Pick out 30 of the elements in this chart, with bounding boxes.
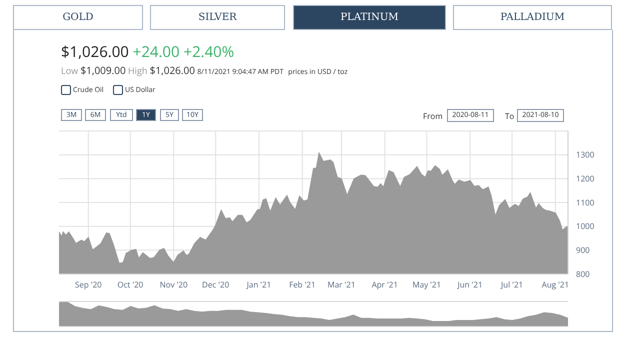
x-tick-label: Nov '20 xyxy=(160,280,188,291)
x-tick-label: Jan '21 xyxy=(246,280,272,291)
x-tick-label: Mar '21 xyxy=(328,280,356,291)
x-tick-label: Dec '20 xyxy=(202,280,230,291)
text: From xyxy=(423,111,443,122)
y-tick-label: 900 xyxy=(576,245,590,256)
text: PALLADIUM xyxy=(453,5,612,30)
text: GOLD xyxy=(13,5,143,30)
y-tick-label: 1000 xyxy=(576,221,595,232)
x-tick-label: Apr '21 xyxy=(372,280,398,291)
text: $1,009.00 xyxy=(80,63,126,77)
text: +24.00 +2.40% xyxy=(132,42,234,62)
x-tick-label: Jul '21 xyxy=(500,280,524,291)
text: SILVER xyxy=(150,5,285,30)
x-tick-label: Sep '20 xyxy=(74,280,102,291)
x-tick-label: Feb '21 xyxy=(289,280,316,291)
text: High xyxy=(128,64,148,77)
y-tick-label: 1300 xyxy=(576,150,595,161)
text: $1,026.00 xyxy=(150,63,195,77)
y-tick-label: 800 xyxy=(576,268,590,280)
x-tick-label: Aug '21 xyxy=(542,280,570,291)
text: To xyxy=(505,111,514,122)
y-tick-label: 1100 xyxy=(576,197,595,208)
y-tick-label: 1200 xyxy=(576,174,595,185)
text: Low xyxy=(61,64,78,77)
x-tick-label: May '21 xyxy=(412,280,442,291)
text: PLATINUM xyxy=(293,5,446,30)
x-tick-label: Oct '20 xyxy=(117,280,144,291)
x-tick-label: Jun '21 xyxy=(456,280,483,291)
text: $1,026.00 xyxy=(61,42,129,62)
